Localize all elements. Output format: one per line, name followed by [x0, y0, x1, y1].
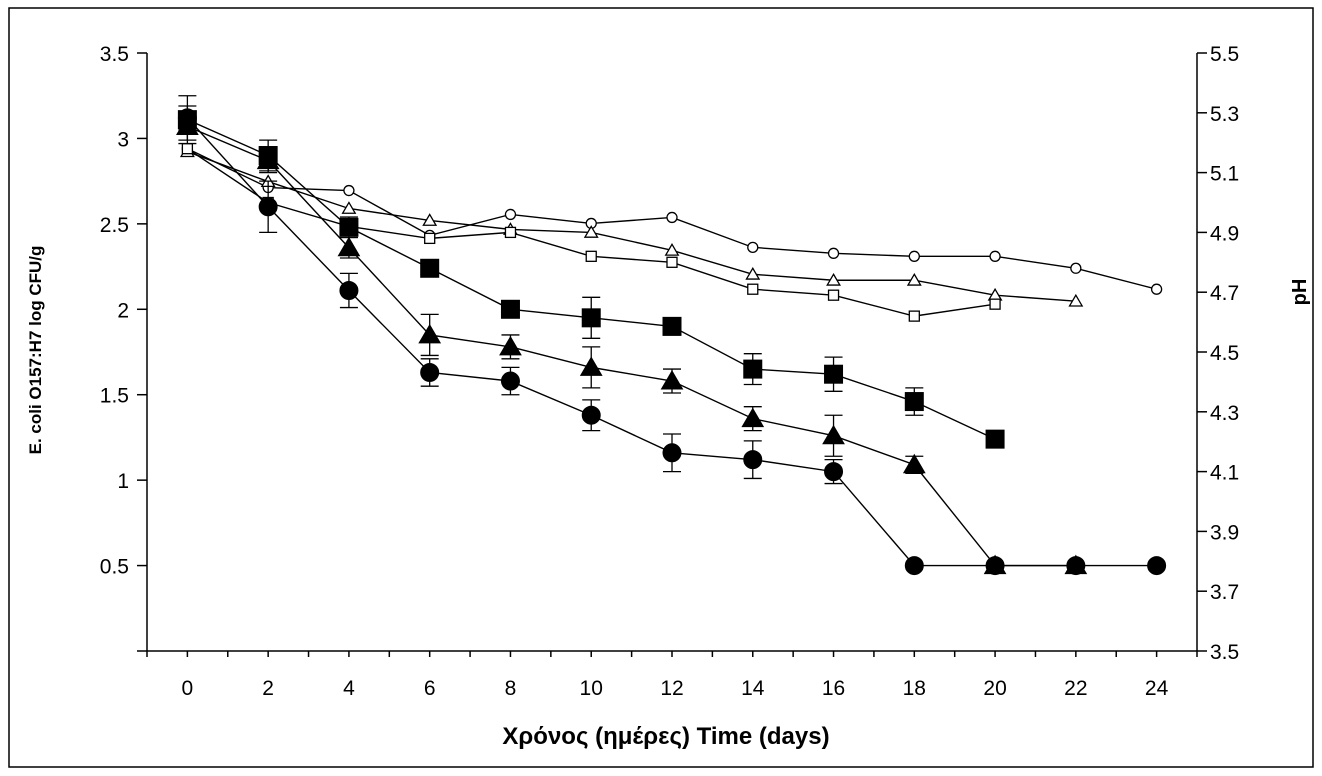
axes: 0 2 4 6 8 10 12 14 16 18 20 22 240.511.522.533.53.53…	[100, 43, 1239, 700]
data-point	[904, 556, 924, 576]
data-point	[1147, 556, 1167, 576]
data-point	[504, 208, 517, 221]
y-tick-label: 0.5	[100, 556, 129, 579]
data-point	[989, 250, 1001, 262]
series-line	[187, 125, 1076, 567]
data-point	[420, 258, 440, 278]
data-point	[1064, 554, 1088, 575]
data-point	[1150, 283, 1163, 295]
x-tick-label: 10	[580, 677, 603, 700]
x-tick-label: 22	[1064, 677, 1087, 700]
y-tick-label: 3.5	[100, 43, 129, 66]
data-point	[585, 250, 597, 262]
data-point	[660, 370, 684, 390]
data-point	[662, 443, 682, 463]
y2-tick-label: 3.9	[1210, 521, 1239, 544]
series-line	[187, 151, 1076, 302]
y2-tick-label: 5.3	[1210, 103, 1239, 126]
x-tick-label: 4	[343, 677, 355, 700]
data-point	[339, 217, 359, 237]
x-tick-label: 2	[262, 677, 274, 700]
data-point	[666, 211, 678, 224]
data-point	[908, 250, 920, 262]
y2-axis-title: pH	[1289, 279, 1311, 306]
y-axis-title: E. coli O157:H7 log CFU/g	[26, 246, 45, 455]
data-point	[822, 424, 845, 445]
x-tick-label: 12	[660, 677, 683, 700]
y2-tick-label: 4.9	[1210, 222, 1239, 245]
x-tick-label: 6	[424, 677, 436, 700]
data-series	[177, 95, 1005, 449]
data-point	[908, 310, 920, 322]
x-tick-label: 20	[983, 677, 1006, 700]
data-point	[341, 201, 357, 214]
data-point	[422, 213, 438, 226]
y2-tick-label: 4.5	[1210, 342, 1239, 365]
data-point	[500, 299, 520, 319]
x-tick-label: 16	[822, 677, 845, 700]
data-point	[581, 405, 601, 425]
data-point	[904, 392, 924, 412]
series-layer	[176, 95, 1167, 576]
data-point	[579, 356, 603, 376]
y2-tick-label: 3.5	[1210, 641, 1239, 664]
data-point	[743, 450, 763, 470]
data-point	[343, 184, 355, 197]
data-point	[826, 272, 841, 286]
data-point	[1070, 262, 1082, 274]
data-point	[827, 289, 840, 301]
data-point	[181, 143, 194, 155]
y2-tick-label: 5.5	[1210, 43, 1239, 66]
data-point	[741, 407, 765, 428]
data-point	[983, 554, 1007, 575]
data-point	[664, 243, 680, 256]
data-point	[662, 316, 682, 336]
y-tick-label: 1	[117, 470, 129, 493]
data-point	[666, 256, 678, 268]
y-tick-label: 2	[117, 299, 129, 322]
x-tick-label: 24	[1145, 677, 1169, 700]
data-point	[337, 236, 361, 257]
y-tick-label: 3	[117, 128, 129, 151]
y2-tick-label: 4.3	[1210, 402, 1239, 425]
data-point	[420, 363, 440, 383]
data-point	[499, 335, 522, 356]
y2-tick-label: 4.1	[1210, 462, 1239, 485]
data-point	[747, 241, 759, 254]
y2-tick-label: 5.1	[1210, 163, 1239, 186]
data-point	[985, 429, 1005, 449]
y2-tick-label: 3.7	[1210, 581, 1239, 604]
data-point	[989, 298, 1001, 310]
x-tick-label: 8	[505, 677, 517, 700]
data-point	[824, 462, 844, 482]
data-point	[583, 225, 599, 238]
x-tick-label: 18	[903, 677, 926, 700]
data-point	[258, 146, 278, 166]
data-point	[747, 283, 759, 295]
x-axis-title: Χρόνος (ημέρες) Time (days)	[502, 723, 829, 750]
data-point	[258, 197, 278, 217]
y2-tick-label: 4.7	[1210, 282, 1239, 305]
data-point	[827, 247, 840, 259]
y-tick-label: 2.5	[100, 214, 129, 237]
y-tick-label: 1.5	[100, 385, 129, 408]
data-point	[902, 453, 926, 474]
data-point	[745, 266, 761, 280]
x-tick-label: 0	[182, 677, 194, 700]
data-point	[418, 323, 442, 344]
data-point	[743, 359, 763, 379]
data-point	[500, 371, 520, 391]
data-point	[581, 308, 601, 328]
data-point	[824, 364, 844, 384]
data-point	[906, 272, 922, 286]
x-tick-label: 14	[741, 677, 765, 700]
data-point	[424, 232, 436, 245]
data-point	[177, 110, 197, 130]
data-point	[339, 280, 359, 300]
chart-frame	[8, 7, 1314, 768]
data-point	[504, 226, 517, 239]
data-point	[1068, 293, 1084, 307]
